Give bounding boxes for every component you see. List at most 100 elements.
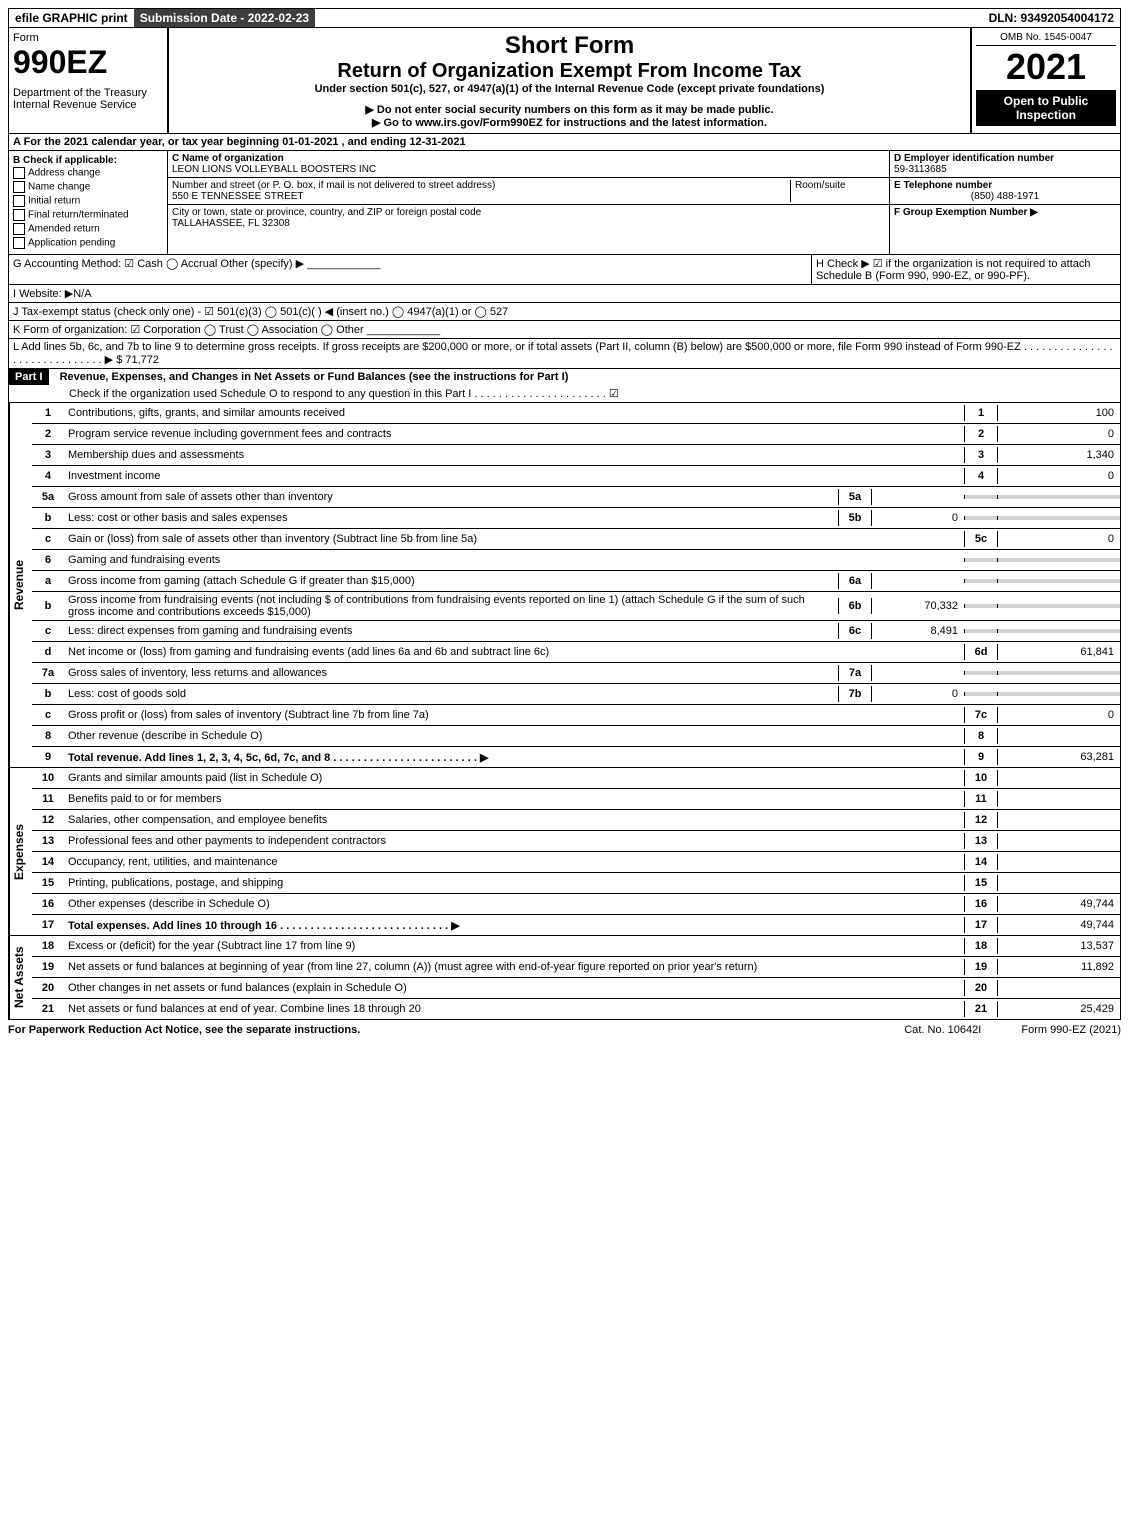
right-val	[998, 734, 1120, 738]
right-val: 49,744	[998, 896, 1120, 912]
right-box: 13	[964, 833, 998, 849]
checkbox-application-pending[interactable]: Application pending	[13, 236, 163, 250]
line-2: 2Program service revenue including gover…	[32, 424, 1120, 445]
right-val	[998, 776, 1120, 780]
line-desc: Gross sales of inventory, less returns a…	[64, 665, 838, 681]
revenue-side-label: Revenue	[9, 403, 32, 767]
line-14: 14Occupancy, rent, utilities, and mainte…	[32, 852, 1120, 873]
right-val	[998, 495, 1120, 499]
right-val: 11,892	[998, 959, 1120, 975]
right-box: 15	[964, 875, 998, 891]
line-h: H Check ▶ ☑ if the organization is not r…	[811, 255, 1120, 284]
mid-box: 7a	[838, 665, 872, 681]
section-c: C Name of organization LEON LIONS VOLLEY…	[168, 151, 889, 254]
line-desc: Investment income	[64, 468, 964, 484]
line-desc: Benefits paid to or for members	[64, 791, 964, 807]
line-desc: Other revenue (describe in Schedule O)	[64, 728, 964, 744]
line-b: bLess: cost or other basis and sales exp…	[32, 508, 1120, 529]
right-val	[998, 629, 1120, 633]
right-val	[998, 692, 1120, 696]
expenses-side-label: Expenses	[9, 768, 32, 935]
line-num: c	[32, 531, 64, 547]
mid-box: 7b	[838, 686, 872, 702]
right-box: 21	[964, 1001, 998, 1017]
mid-box: 6b	[838, 598, 872, 614]
line-d: dNet income or (loss) from gaming and fu…	[32, 642, 1120, 663]
line-desc: Total revenue. Add lines 1, 2, 3, 4, 5c,…	[64, 749, 964, 766]
form-label: Form	[13, 32, 163, 44]
part1-title: Revenue, Expenses, and Changes in Net As…	[52, 371, 569, 383]
right-val	[998, 579, 1120, 583]
checkbox-address-change[interactable]: Address change	[13, 166, 163, 180]
dept-label: Department of the Treasury Internal Reve…	[13, 87, 163, 111]
right-box: 18	[964, 938, 998, 954]
checkbox-initial-return[interactable]: Initial return	[13, 194, 163, 208]
line-num: 14	[32, 854, 64, 870]
subtitle-3: ▶ Go to www.irs.gov/Form990EZ for instru…	[173, 116, 966, 129]
checkbox-name-change[interactable]: Name change	[13, 180, 163, 194]
form-number: 990EZ	[13, 44, 163, 81]
right-val: 100	[998, 405, 1120, 421]
right-box: 2	[964, 426, 998, 442]
line-num: 20	[32, 980, 64, 996]
line-desc: Gross amount from sale of assets other t…	[64, 489, 838, 505]
phone-label: E Telephone number	[894, 180, 992, 191]
right-box: 20	[964, 980, 998, 996]
footer-center: Cat. No. 10642I	[904, 1024, 981, 1036]
right-box: 10	[964, 770, 998, 786]
line-num: 11	[32, 791, 64, 807]
right-box	[964, 495, 998, 499]
city: TALLAHASSEE, FL 32308	[172, 218, 290, 229]
line-num: 21	[32, 1001, 64, 1017]
mid-box: 5a	[838, 489, 872, 505]
line-num: d	[32, 644, 64, 660]
line-num: 6	[32, 552, 64, 568]
title-return: Return of Organization Exempt From Incom…	[173, 60, 966, 83]
line-l: L Add lines 5b, 6c, and 7b to line 9 to …	[8, 339, 1121, 369]
line-num: 3	[32, 447, 64, 463]
line-num: 19	[32, 959, 64, 975]
checkbox-final-return-terminated[interactable]: Final return/terminated	[13, 208, 163, 222]
right-box	[964, 604, 998, 608]
right-box: 9	[964, 749, 998, 765]
line-b: bLess: cost of goods sold7b0	[32, 684, 1120, 705]
line-desc: Other expenses (describe in Schedule O)	[64, 896, 964, 912]
line-num: c	[32, 707, 64, 723]
phone: (850) 488-1971	[894, 191, 1116, 202]
room-label: Room/suite	[790, 180, 885, 202]
line-17: 17Total expenses. Add lines 10 through 1…	[32, 915, 1120, 935]
mid-val: 0	[872, 686, 964, 702]
line-num: 18	[32, 938, 64, 954]
right-box: 1	[964, 405, 998, 421]
line-num: 8	[32, 728, 64, 744]
line-desc: Gross income from gaming (attach Schedul…	[64, 573, 838, 589]
right-val: 0	[998, 707, 1120, 723]
dln-label: DLN: 93492054004172	[983, 9, 1120, 27]
right-val: 0	[998, 531, 1120, 547]
line-num: 13	[32, 833, 64, 849]
line-num: a	[32, 573, 64, 589]
right-val	[998, 797, 1120, 801]
checkbox-amended-return[interactable]: Amended return	[13, 222, 163, 236]
line-num: 2	[32, 426, 64, 442]
mid-val: 70,332	[872, 598, 964, 614]
footer-left: For Paperwork Reduction Act Notice, see …	[8, 1024, 864, 1036]
right-box: 19	[964, 959, 998, 975]
line-21: 21Net assets or fund balances at end of …	[32, 999, 1120, 1019]
right-box: 17	[964, 917, 998, 933]
open-to-public: Open to Public Inspection	[976, 90, 1116, 126]
line-a: aGross income from gaming (attach Schedu…	[32, 571, 1120, 592]
line-g-h: G Accounting Method: ☑ Cash ◯ Accrual Ot…	[8, 255, 1121, 285]
right-box: 6d	[964, 644, 998, 660]
right-box: 8	[964, 728, 998, 744]
right-val	[998, 818, 1120, 822]
line-c: cGross profit or (loss) from sales of in…	[32, 705, 1120, 726]
line-18: 18Excess or (deficit) for the year (Subt…	[32, 936, 1120, 957]
line-4: 4Investment income40	[32, 466, 1120, 487]
mid-box: 6a	[838, 573, 872, 589]
ein: 59-3113685	[894, 164, 947, 175]
line-desc: Grants and similar amounts paid (list in…	[64, 770, 964, 786]
org-name: LEON LIONS VOLLEYBALL BOOSTERS INC	[172, 164, 376, 175]
form-header: Form 990EZ Department of the Treasury In…	[8, 28, 1121, 134]
line-c: cGain or (loss) from sale of assets othe…	[32, 529, 1120, 550]
